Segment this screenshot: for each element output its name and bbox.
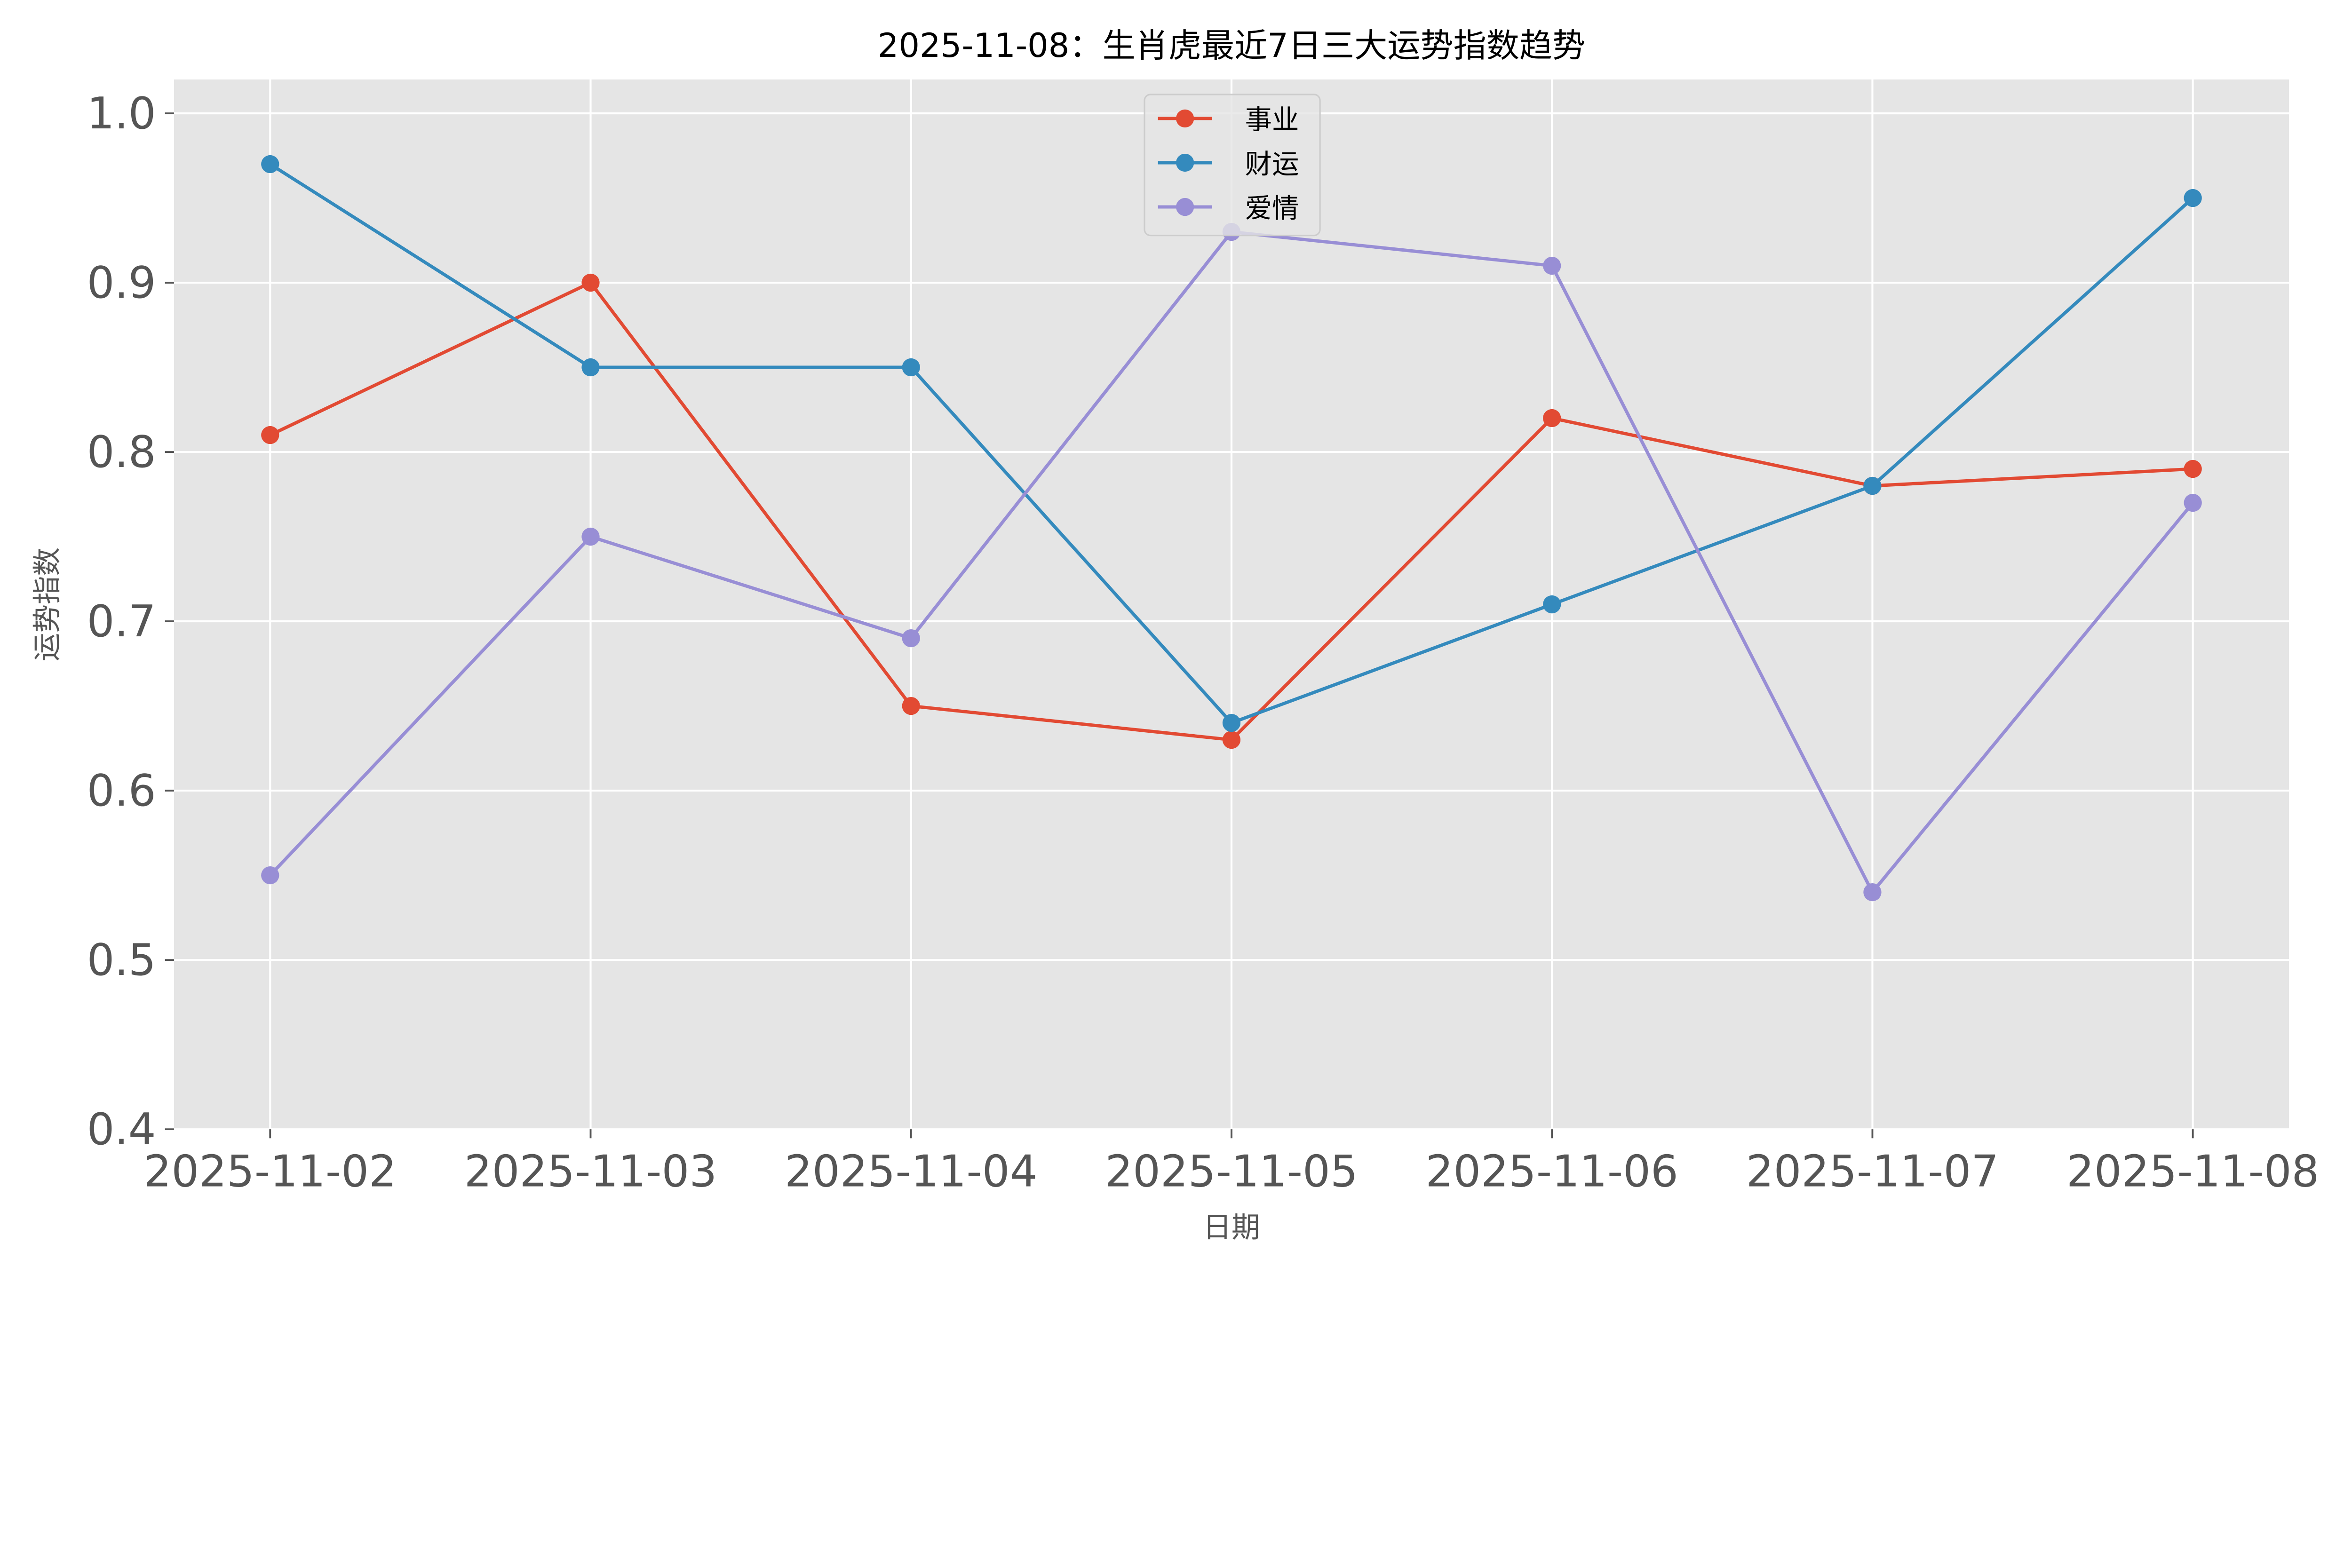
series-1 — [261, 155, 2202, 732]
y-tick-label: 0.6 — [87, 765, 156, 816]
x-tick-label: 2025-11-07 — [1746, 1146, 1999, 1196]
data-point — [2184, 189, 2202, 207]
data-point — [261, 155, 279, 174]
data-point — [1863, 476, 1882, 495]
legend-label: 事业 — [1245, 104, 1299, 135]
data-point — [1222, 730, 1241, 749]
legend-marker — [1176, 198, 1194, 216]
x-tick-label: 2025-11-02 — [144, 1146, 397, 1196]
legend-marker — [1176, 153, 1194, 172]
y-tick-label: 0.4 — [87, 1104, 156, 1155]
legend-marker — [1176, 109, 1194, 128]
data-point — [902, 358, 920, 377]
data-point — [902, 629, 920, 648]
x-tick-label: 2025-11-04 — [785, 1146, 1037, 1196]
x-axis-label: 日期 — [1203, 1212, 1260, 1244]
line-chart: 0.4 0.5 0.6 0.7 0.8 0.9 1.0 2025-11-02 2025-11-0… — [31, 26, 2319, 1244]
data-point — [581, 273, 600, 292]
data-point — [581, 358, 600, 377]
data-point — [581, 527, 600, 546]
x-tick-label: 2025-11-05 — [1105, 1146, 1358, 1196]
x-tick-label: 2025-11-03 — [464, 1146, 717, 1196]
y-tick-label: 0.9 — [87, 257, 156, 308]
legend-label: 爱情 — [1245, 192, 1299, 224]
legend-label: 财运 — [1245, 148, 1299, 180]
data-point — [261, 866, 279, 885]
y-tick-label: 0.7 — [87, 596, 156, 647]
data-point — [1543, 409, 1561, 428]
y-tick-label: 0.5 — [87, 934, 156, 985]
data-point — [1543, 595, 1561, 614]
data-point — [1863, 883, 1882, 902]
y-tick-label: 0.8 — [87, 427, 156, 477]
y-tick-label: 1.0 — [87, 88, 156, 139]
y-axis-label: 运势指数 — [31, 547, 64, 661]
data-point — [1543, 256, 1561, 275]
x-tick-label: 2025-11-08 — [2066, 1146, 2319, 1196]
data-point — [1222, 713, 1241, 732]
x-tick-label: 2025-11-06 — [1426, 1146, 1678, 1196]
data-point — [902, 697, 920, 715]
data-point — [2184, 459, 2202, 478]
data-point — [261, 426, 279, 444]
chart-title: 2025-11-08：生肖虎最近7日三大运势指数趋势 — [878, 26, 1585, 65]
data-point — [2184, 493, 2202, 512]
